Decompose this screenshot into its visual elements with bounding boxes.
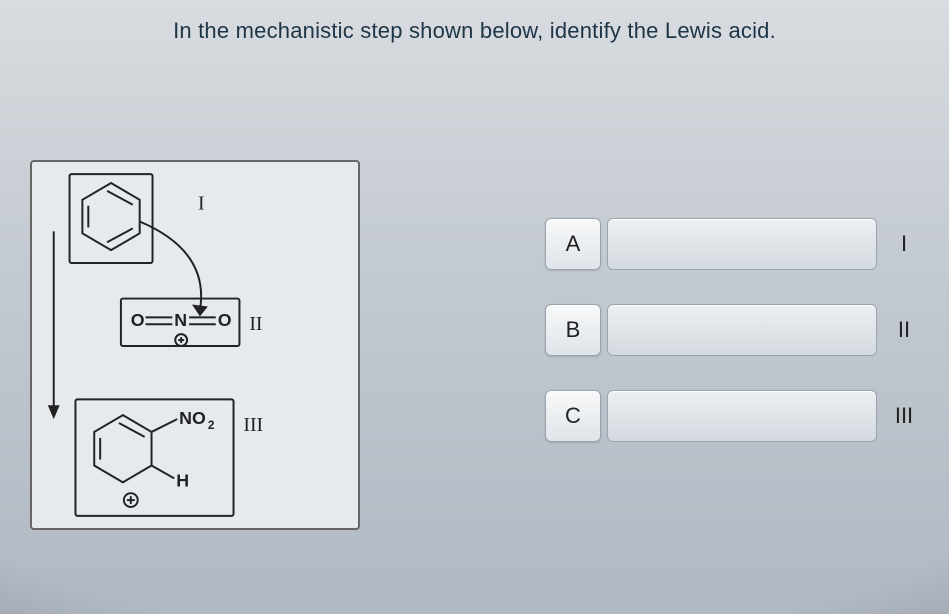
mechanism-svg: I O N O II [32,162,358,528]
label-i: I [198,193,205,215]
product-no: NO [179,408,206,428]
nitronium-o-right: O [218,310,232,330]
option-c-row: C III [545,390,925,442]
option-b-dropzone[interactable] [607,304,877,356]
question-text: In the mechanistic step shown below, ide… [0,18,949,44]
nitronium-n: N [174,310,187,330]
option-c-roman: III [883,403,925,429]
option-b-roman: II [883,317,925,343]
mechanism-diagram: I O N O II [30,160,360,530]
option-c-button[interactable]: C [545,390,601,442]
option-b-row: B II [545,304,925,356]
option-a-row: A I [545,218,925,270]
option-b-button[interactable]: B [545,304,601,356]
options-column: A I B II C III [545,218,925,476]
product-h: H [176,470,189,490]
nitronium-o-left: O [131,310,145,330]
option-c-dropzone[interactable] [607,390,877,442]
option-a-roman: I [883,231,925,257]
option-a-dropzone[interactable] [607,218,877,270]
product-no2-sub: 2 [208,418,215,432]
option-a-button[interactable]: A [545,218,601,270]
label-ii: II [249,313,262,335]
label-iii: III [243,414,263,436]
quiz-page: In the mechanistic step shown below, ide… [0,0,949,614]
